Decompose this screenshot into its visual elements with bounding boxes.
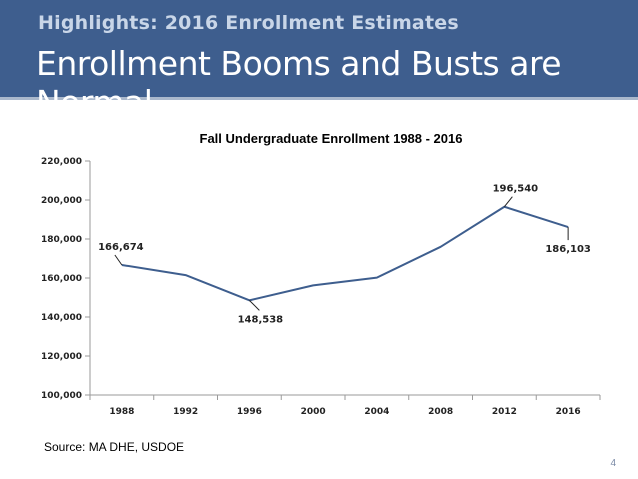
y-tick-label: 100,000 — [41, 391, 82, 401]
y-tick-label: 220,000 — [41, 157, 82, 167]
x-tick-label: 2016 — [556, 407, 581, 417]
data-label: 148,538 — [238, 314, 284, 325]
x-tick-label: 2008 — [428, 407, 453, 417]
x-tick-label: 2004 — [364, 407, 389, 417]
x-tick-label: 2012 — [492, 407, 517, 417]
page-number: 4 — [610, 458, 616, 469]
data-label-leader — [249, 299, 260, 311]
data-label: 166,674 — [98, 242, 144, 253]
chart-title: Fall Undergraduate Enrollment 1988 - 201… — [200, 131, 463, 146]
slide-header: Highlights: 2016 Enrollment Estimates En… — [0, 0, 638, 122]
slide-subtitle: Highlights: 2016 Enrollment Estimates — [38, 12, 459, 34]
slide-title: Enrollment Booms and Busts are Normal — [36, 44, 562, 122]
series-line — [121, 205, 569, 302]
x-tick-label: 1992 — [173, 407, 198, 417]
data-label-leader — [114, 254, 123, 266]
x-tick-label: 1996 — [237, 407, 262, 417]
y-tick-label: 180,000 — [41, 235, 82, 245]
y-tick-label: 200,000 — [41, 196, 82, 206]
x-tick-label: 2000 — [301, 407, 326, 417]
x-tick-label: 1988 — [109, 407, 134, 417]
data-label: 196,540 — [493, 184, 539, 195]
y-tick-label: 140,000 — [41, 313, 82, 323]
source-note: Source: MA DHE, USDOE — [44, 440, 185, 454]
y-tick-label: 120,000 — [41, 352, 82, 362]
data-label-leader — [503, 196, 513, 208]
y-tick-label: 160,000 — [41, 274, 82, 284]
data-label: 186,103 — [545, 244, 591, 255]
